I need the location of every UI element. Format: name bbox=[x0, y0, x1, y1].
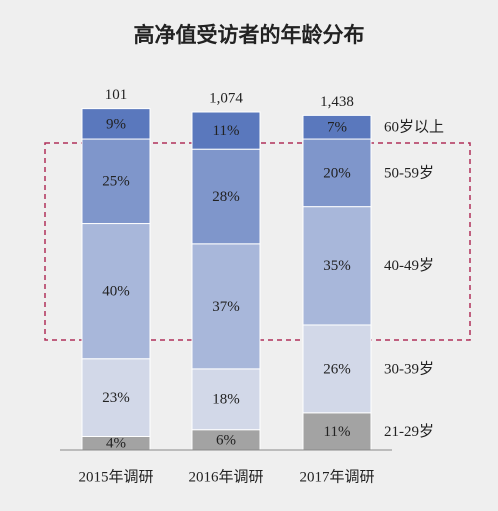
bar-segment bbox=[191, 111, 261, 150]
total-label: 1,438 bbox=[320, 94, 354, 110]
x-tick-label: 2016年调研 bbox=[188, 468, 263, 485]
data-label: 25% bbox=[102, 174, 130, 190]
bar-segment bbox=[191, 148, 261, 245]
series-label: 30-39岁 bbox=[384, 360, 434, 377]
bar-segment bbox=[191, 368, 261, 431]
bar-segment bbox=[302, 412, 372, 451]
data-label: 23% bbox=[102, 390, 130, 406]
data-label: 11% bbox=[213, 123, 240, 139]
data-label: 40% bbox=[102, 284, 130, 300]
bar-segment bbox=[302, 114, 372, 140]
bar-segment bbox=[81, 223, 151, 360]
x-tick-label: 2015年调研 bbox=[78, 468, 153, 485]
data-label: 7% bbox=[327, 120, 347, 136]
bar-segment bbox=[302, 206, 372, 326]
data-label: 4% bbox=[106, 436, 126, 452]
data-label: 37% bbox=[212, 299, 240, 315]
series-label: 50-59岁 bbox=[384, 164, 434, 181]
total-label: 1,074 bbox=[209, 90, 243, 106]
x-tick-label: 2017年调研 bbox=[299, 468, 374, 485]
chart-title: 高净值受访者的年龄分布 bbox=[134, 23, 365, 47]
bar-segment bbox=[191, 243, 261, 370]
bar-segment bbox=[81, 138, 151, 225]
bar-segment bbox=[81, 358, 151, 437]
highlight-box bbox=[44, 142, 471, 341]
series-label: 40-49岁 bbox=[384, 257, 434, 274]
data-label: 35% bbox=[323, 258, 351, 274]
series-label: 60岁以上 bbox=[384, 119, 444, 136]
data-label: 20% bbox=[323, 165, 351, 181]
total-label: 101 bbox=[105, 87, 128, 103]
data-label: 9% bbox=[106, 116, 126, 132]
bar-segment bbox=[81, 108, 151, 140]
bar-segment bbox=[302, 324, 372, 414]
data-label: 6% bbox=[216, 432, 236, 448]
data-label: 28% bbox=[212, 189, 240, 205]
data-label: 18% bbox=[212, 392, 240, 408]
data-label: 26% bbox=[323, 361, 351, 377]
bar-segment bbox=[302, 138, 372, 208]
data-label: 11% bbox=[324, 424, 351, 440]
series-label: 21-29岁 bbox=[384, 423, 434, 440]
